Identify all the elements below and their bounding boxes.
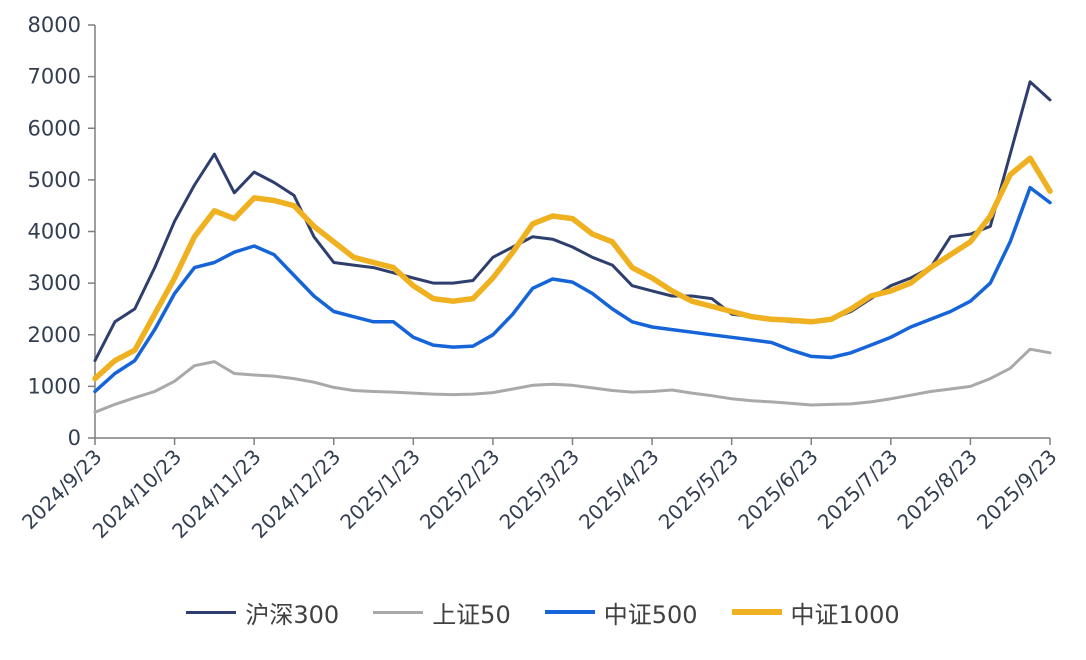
x-tick-label: 2025/4/23 [574, 445, 663, 534]
y-tick-label: 5000 [28, 168, 81, 192]
chart-legend: 沪深300 上证50 中证500 中证1000 [0, 578, 1086, 660]
y-tick-label: 1000 [28, 374, 81, 398]
legend-label-zz1000: 中证1000 [790, 600, 900, 629]
legend-label-hs300: 沪深300 [245, 600, 340, 629]
y-tick-label: 7000 [28, 65, 81, 89]
x-tick-label: 2025/3/23 [495, 445, 584, 534]
series-line-0 [93, 80, 1052, 363]
x-tick-label: 2025/2/23 [415, 445, 504, 534]
x-tick-label: 2025/1/23 [335, 445, 424, 534]
zz500-line-swatch [544, 610, 595, 614]
legend-item-sz50: 上证50 [373, 595, 511, 630]
y-tick-label: 2000 [28, 323, 81, 347]
y-tick-label: 4000 [28, 220, 81, 244]
sz50-line-swatch [373, 610, 424, 614]
y-tick-label: 3000 [28, 271, 81, 295]
y-tick-label: 6000 [28, 116, 81, 140]
series-line-3 [92, 155, 1053, 382]
legend-label-zz500: 中证500 [603, 600, 698, 629]
legend-item-zz1000: 中证1000 [731, 595, 900, 630]
chart-plot-area: 0100020003000400050006000700080002024/9/… [17, 13, 1061, 543]
x-tick-label: 2025/7/23 [813, 445, 902, 534]
hs300-line-swatch [186, 610, 237, 614]
y-tick-label: 8000 [28, 13, 81, 37]
x-tick-label: 2025/9/23 [972, 445, 1061, 534]
y-tick-label: 0 [68, 426, 81, 450]
legend-label-sz50: 上证50 [432, 600, 511, 629]
series-line-1 [93, 347, 1052, 414]
zz1000-line-swatch [731, 609, 782, 615]
x-tick-label: 2025/5/23 [654, 445, 743, 534]
legend-item-hs300: 沪深300 [186, 595, 339, 630]
series-line-2 [93, 185, 1052, 394]
x-tick-label: 2025/6/23 [733, 445, 822, 534]
x-tick-label: 2025/8/23 [892, 445, 981, 534]
legend-item-zz500: 中证500 [544, 595, 698, 630]
